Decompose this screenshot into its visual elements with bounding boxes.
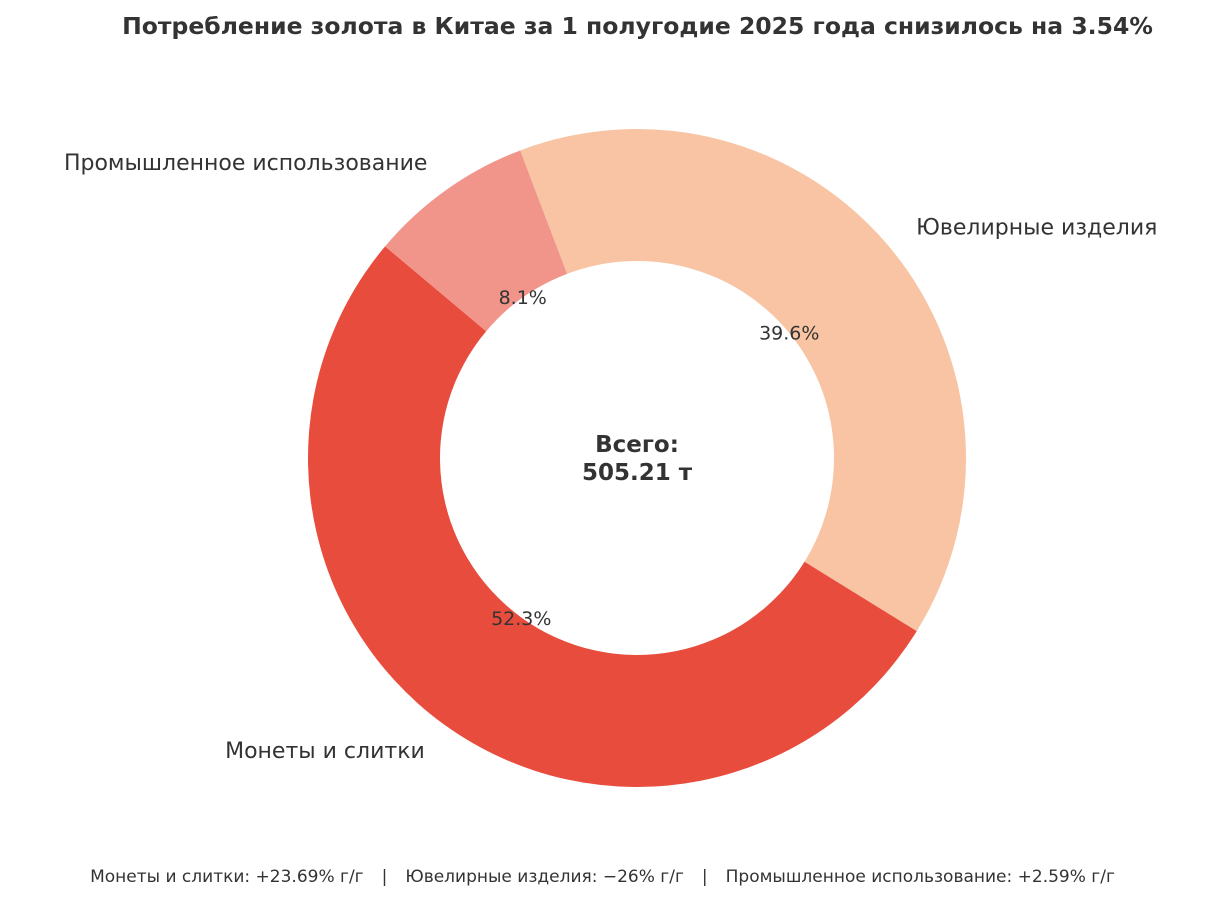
slice-percent-label-0: 39.6% [759,322,819,344]
footer-yoy-changes: Монеты и слитки: +23.69% г/г | Ювелирные и… [0,867,1205,887]
slice-label-1: Монеты и слитки [225,739,425,764]
slice-percent-label-1: 52.3% [491,608,551,630]
center-label-line2: 505.21 т [582,460,693,486]
slice-percent-label-2: 8.1% [499,287,547,309]
footer-item-industrial: Промышленное использование: +2.59% г/г [725,867,1115,887]
center-label-line1: Всего: [595,432,679,458]
footer-separator: | [701,867,708,887]
footer-item-coins: Монеты и слитки: +23.69% г/г [90,867,364,887]
slice-label-2: Промышленное использование [64,151,428,176]
slice-0 [520,129,966,632]
footer-separator: | [381,867,388,887]
slice-2 [385,150,568,332]
footer-item-jewelry: Ювелирные изделия: −26% г/г [405,867,684,887]
slice-1 [308,246,917,788]
chart-title: Потребление золота в Китае за 1 полугоди… [122,12,1153,40]
slice-label-0: Ювелирные изделия [916,216,1157,241]
